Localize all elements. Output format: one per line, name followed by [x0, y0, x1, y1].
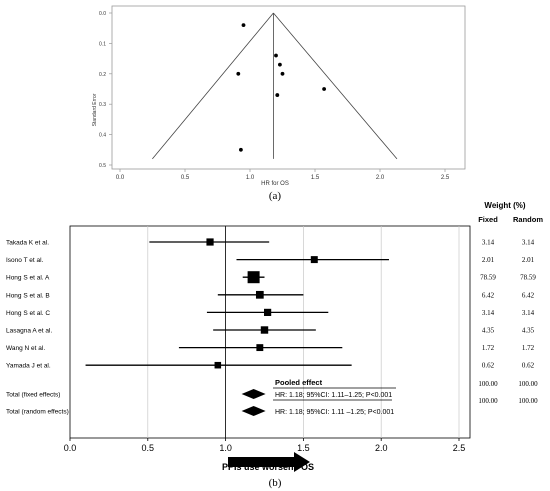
funnel-y-tick-label: 0.5 — [99, 163, 106, 169]
fixed-effect-text: HR: 1.18; 95%CI: 1.11–1.25; P<0.001 — [275, 392, 392, 399]
funnel-y-axis-label: Standard Error — [92, 93, 98, 126]
study-random-weight: 3.14 — [522, 309, 535, 317]
study-random-weight: 4.35 — [522, 327, 535, 335]
funnel-study-point — [275, 93, 280, 97]
study-fixed-weight: 4.35 — [482, 327, 495, 335]
forest-plot: Weight (%) Fixed Random 0.0 0.5 1.0 1.5 2.0 2… — [6, 201, 543, 489]
study-hr-marker — [247, 271, 260, 284]
forest-x-tick-label: 2.0 — [375, 443, 388, 453]
funnel-y-tick-label: 0.4 — [99, 133, 106, 139]
study-name: Hong S et al. B — [6, 292, 50, 299]
forest-x-tick-label: 1.5 — [297, 443, 310, 453]
funnel-x-tick-label: 1.5 — [311, 175, 320, 181]
funnel-right-limit-line — [273, 12, 398, 160]
study-fixed-weight: 78.59 — [480, 274, 496, 282]
study-name: Hong S et al. C — [6, 310, 50, 317]
random-header: Random — [513, 215, 543, 224]
funnel-plot: 0.0 0.5 1.0 1.5 2.0 2.5 0.0 0.1 0.2 0.3 0.4 0.5 HR … — [92, 5, 466, 202]
funnel-y-tick-label: 0.3 — [99, 102, 106, 108]
weight-header: Weight (%) — [484, 201, 526, 210]
funnel-study-point — [236, 71, 241, 76]
funnel-study-point — [241, 23, 246, 28]
study-name: Wang N et al. — [6, 345, 45, 352]
study-fixed-weight: 6.42 — [482, 291, 495, 299]
funnel-x-tick-label: 1.0 — [246, 175, 255, 181]
study-random-weight: 1.72 — [522, 344, 535, 352]
funnel-x-axis-label: HR for OS — [261, 181, 289, 187]
funnel-x-tick-label: 2.5 — [441, 175, 450, 181]
forest-x-tick-label: 2.5 — [453, 443, 466, 453]
study-fixed-weight: 3.14 — [482, 309, 495, 317]
study-hr-marker — [214, 361, 222, 369]
funnel-x-tick-label: 0.5 — [181, 175, 190, 181]
pooled-diamond — [241, 406, 266, 416]
forest-x-tick-label: 0.5 — [142, 443, 155, 453]
study-random-weight: 2.01 — [522, 256, 535, 264]
pooled-effect-title: Pooled effect — [275, 378, 323, 387]
study-name: Hong S et al. A — [6, 275, 50, 282]
pooled-random-weight: 100.00 — [518, 397, 538, 405]
study-fixed-weight: 3.14 — [482, 239, 495, 247]
pooled-random-weight: 100.00 — [518, 380, 538, 388]
study-fixed-weight: 2.01 — [482, 256, 495, 264]
pooled-fixed-weight: 100.00 — [478, 397, 498, 405]
funnel-study-point — [322, 87, 326, 91]
forest-x-tick-label: 0.0 — [64, 443, 77, 453]
study-name: Takada K et al. — [6, 240, 49, 247]
funnel-y-tick-label: 0.1 — [99, 41, 106, 47]
study-random-weight: 0.62 — [522, 362, 535, 370]
study-hr-marker — [256, 344, 264, 352]
random-effect-text: HR: 1.18; 95%CI: 1.11 –1.25; P<0.001 — [275, 409, 394, 416]
study-fixed-weight: 0.62 — [482, 362, 495, 370]
pooled-diamond — [241, 389, 266, 399]
funnel-study-point — [280, 71, 285, 76]
funnel-plot-frame — [111, 5, 466, 170]
funnel-y-tick-label: 0.0 — [99, 11, 106, 17]
forest-x-tick-label: 1.0 — [219, 443, 232, 453]
study-random-weight: 3.14 — [522, 239, 535, 247]
study-hr-marker — [255, 290, 264, 299]
pooled-name: Total (random effects) — [6, 409, 69, 416]
funnel-y-tick-label: 0.2 — [99, 72, 106, 78]
study-hr-marker — [310, 256, 318, 264]
study-hr-marker — [264, 308, 272, 316]
study-fixed-weight: 1.72 — [482, 344, 495, 352]
forest-plot-frame — [69, 225, 471, 439]
study-name: Lasagna A et al. — [6, 328, 52, 335]
study-name: Isono T et al. — [6, 257, 44, 264]
pooled-name: Total (fixed effects) — [6, 392, 60, 399]
worsens-arrow — [228, 452, 310, 472]
funnel-study-point — [239, 147, 243, 152]
fixed-header: Fixed — [478, 215, 498, 224]
study-random-weight: 6.42 — [522, 291, 535, 299]
study-name: Yamada J et al. — [6, 363, 51, 370]
pooled-fixed-weight: 100.00 — [478, 380, 498, 388]
arrow-label: PPIs use worsens OS — [222, 462, 314, 472]
funnel-x-tick-label: 0.0 — [116, 175, 125, 181]
funnel-study-point — [278, 62, 282, 67]
funnel-x-tick-label: 2.0 — [376, 175, 385, 181]
funnel-left-limit-line — [152, 12, 274, 160]
panel-b-label: (b) — [269, 477, 282, 489]
study-random-weight: 78.59 — [520, 274, 536, 282]
study-hr-marker — [260, 326, 269, 334]
study-hr-marker — [206, 238, 214, 246]
panel-a-label: (a) — [269, 190, 282, 202]
funnel-study-point — [274, 53, 278, 58]
